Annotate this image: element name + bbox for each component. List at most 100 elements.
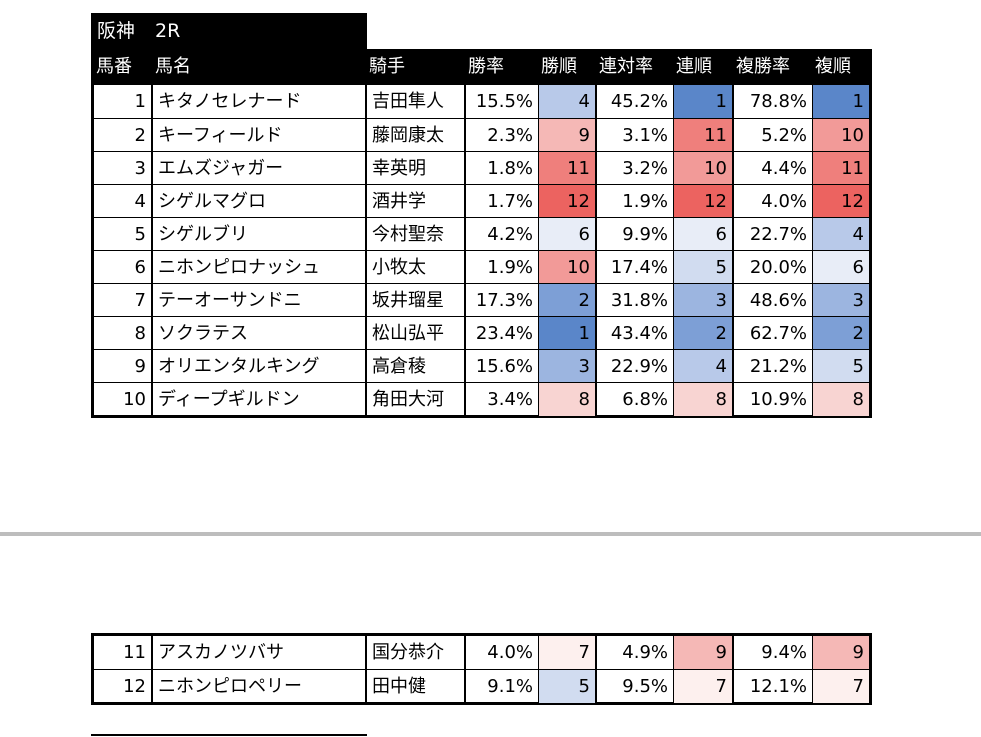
place2-rate-cell: 3.1% [597,119,674,152]
place2-rate-cell: 31.8% [597,284,674,317]
place2-rank-cell: 2 [674,317,734,350]
show-rank-cell: 1 [813,85,869,118]
horse-number-cell: 7 [94,284,153,317]
place2-rate-cell: 9.5% [597,670,674,703]
table-body-bottom: 11 アスカノツバサ 国分恭介 4.0% 7 4.9% 9 9.4% 9 12 ニホンピロペリー 田中… [91,633,872,705]
header-number: 馬番 [96,56,132,77]
jockey-name-cell: 藤岡康太 [367,119,466,152]
place2-rate-cell: 17.4% [597,251,674,284]
place2-rank-cell: 4 [674,350,734,383]
win-rate-cell: 1.9% [466,251,539,284]
horse-number-cell: 4 [94,185,153,218]
show-rank-cell: 8 [813,383,869,416]
place2-rank-cell: 5 [674,251,734,284]
horse-number-cell: 2 [94,119,153,152]
show-rank-cell: 2 [813,317,869,350]
show-rank-cell: 7 [813,670,869,703]
place2-rank-cell: 6 [674,218,734,251]
win-rate-cell: 23.4% [466,317,539,350]
table-body-top: 1 キタノセレナード 吉田隼人 15.5% 4 45.2% 1 78.8% 1 2 キーフィールド藤… [91,85,872,418]
jockey-name-cell: 松山弘平 [367,317,466,350]
show-rate-cell: 48.6% [734,284,813,317]
win-rate-cell: 2.3% [466,119,539,152]
jockey-name-cell: 角田大河 [367,383,466,416]
show-rate-cell: 22.7% [734,218,813,251]
jockey-name-cell: 国分恭介 [367,636,466,669]
horse-number-cell: 11 [94,636,153,669]
horse-name-cell: キーフィールド [153,119,367,152]
win-rank-cell: 3 [539,350,597,383]
place2-rank-cell: 12 [674,185,734,218]
show-rank-cell: 4 [813,218,869,251]
table-row: 6 ニホンピロナッシュ 小牧太 1.9% 10 17.4% 5 20.0% 6 [94,250,869,284]
jockey-name-cell: 酒井学 [367,185,466,218]
jockey-name-cell: 小牧太 [367,251,466,284]
show-rank-cell: 9 [813,636,869,669]
show-rate-cell: 21.2% [734,350,813,383]
horse-name-cell: ニホンピロナッシュ [153,251,367,284]
horse-number-cell: 5 [94,218,153,251]
win-rank-cell: 1 [539,317,597,350]
show-rank-cell: 11 [813,152,869,185]
place2-rate-cell: 22.9% [597,350,674,383]
show-rate-cell: 5.2% [734,119,813,152]
horse-name-cell: シゲルマグロ [153,185,367,218]
show-rate-cell: 20.0% [734,251,813,284]
show-rate-cell: 78.8% [734,85,813,118]
win-rank-cell: 10 [539,251,597,284]
table-row: 3 エムズジャガー 幸英明 1.8% 11 3.2% 10 4.4% 11 [94,151,869,185]
win-rate-cell: 15.6% [466,350,539,383]
show-rate-cell: 9.4% [734,636,813,669]
horse-number-cell: 8 [94,317,153,350]
horse-name-cell: ソクラテス [153,317,367,350]
win-rank-cell: 5 [539,670,597,703]
jockey-name-cell: 幸英明 [367,152,466,185]
header-jockey: 騎手 [369,56,405,77]
win-rank-cell: 4 [539,85,597,118]
win-rank-cell: 7 [539,636,597,669]
win-rank-cell: 9 [539,119,597,152]
page-break-divider [0,532,981,536]
place2-rank-cell: 9 [674,636,734,669]
show-rate-cell: 12.1% [734,670,813,703]
horse-number-cell: 1 [94,85,153,118]
venue-label: 阪神 [97,20,136,42]
header-show-rank: 複順 [815,56,851,77]
table-row: 2 キーフィールド 藤岡康太 2.3% 9 3.1% 11 5.2% 10 [94,118,869,152]
next-table-edge [91,734,367,736]
table-row: 1 キタノセレナード 吉田隼人 15.5% 4 45.2% 1 78.8% 1 [94,85,869,118]
horse-name-cell: シゲルブリ [153,218,367,251]
header-win-rank: 勝順 [541,56,577,77]
horse-name-cell: ニホンピロペリー [153,670,367,703]
place2-rank-cell: 10 [674,152,734,185]
horse-number-cell: 10 [94,383,153,416]
show-rank-cell: 6 [813,251,869,284]
horse-name-cell: キタノセレナード [153,85,367,118]
header-win-rate: 勝率 [468,56,504,77]
place2-rate-cell: 9.9% [597,218,674,251]
jockey-name-cell: 今村聖奈 [367,218,466,251]
win-rate-cell: 1.8% [466,152,539,185]
win-rate-cell: 15.5% [466,85,539,118]
horse-number-cell: 12 [94,670,153,703]
place2-rate-cell: 45.2% [597,85,674,118]
show-rate-cell: 62.7% [734,317,813,350]
win-rate-cell: 3.4% [466,383,539,416]
horse-name-cell: ディープギルドン [153,383,367,416]
place2-rank-cell: 3 [674,284,734,317]
jockey-name-cell: 吉田隼人 [367,85,466,118]
header-place2-rank: 連順 [676,56,712,77]
place2-rank-cell: 7 [674,670,734,703]
table-row: 8 ソクラテス 松山弘平 23.4% 1 43.4% 2 62.7% 2 [94,316,869,350]
win-rank-cell: 2 [539,284,597,317]
place2-rank-cell: 1 [674,85,734,118]
place2-rank-cell: 11 [674,119,734,152]
table-row: 10 ディープギルドン 角田大河 3.4% 8 6.8% 8 10.9% 8 [94,382,869,416]
jockey-name-cell: 坂井瑠星 [367,284,466,317]
horse-name-cell: テーオーサンドニ [153,284,367,317]
place2-rate-cell: 4.9% [597,636,674,669]
win-rate-cell: 1.7% [466,185,539,218]
header-row: 馬番 馬名 騎手 勝率 勝順 連対率 連順 複勝率 複順 [91,49,872,85]
win-rank-cell: 11 [539,152,597,185]
show-rate-cell: 4.0% [734,185,813,218]
